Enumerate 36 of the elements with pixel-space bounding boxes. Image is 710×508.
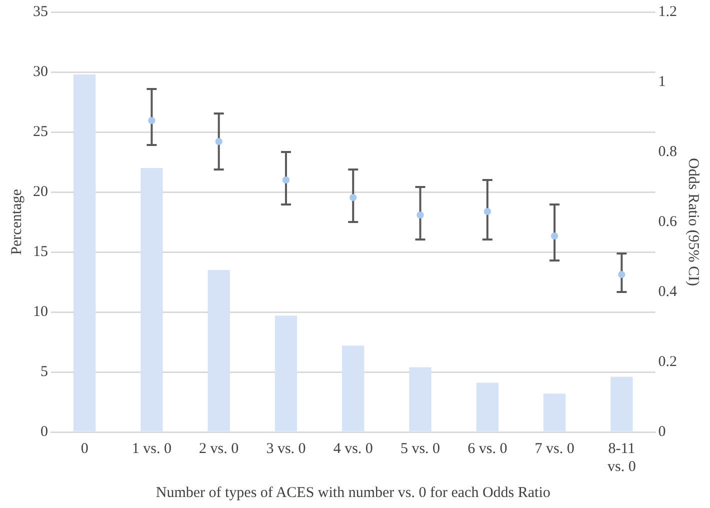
y-tick-label: 15 <box>33 244 48 260</box>
y2-tick-label: 0.6 <box>658 214 678 230</box>
bar <box>543 394 566 432</box>
y-tick-label: 30 <box>33 64 48 80</box>
y-tick-label: 0 <box>40 424 48 440</box>
bar <box>140 168 163 432</box>
bar <box>73 74 96 432</box>
bar <box>208 270 230 432</box>
y2-tick-label: 1.2 <box>658 4 677 20</box>
x-tick-label: 0 <box>80 440 88 457</box>
y2-tick-label: 0.2 <box>658 354 677 370</box>
x-tick-label: 4 vs. 0 <box>333 440 373 457</box>
bar <box>476 382 498 432</box>
bar <box>610 376 633 432</box>
bar <box>409 367 432 432</box>
x-tick-label: 6 vs. 0 <box>468 440 508 457</box>
y-tick-label: 10 <box>33 304 48 320</box>
y-tick-label: 25 <box>33 124 48 140</box>
y-axis-title: Percentage <box>8 188 25 255</box>
y-tick-label: 35 <box>33 4 48 20</box>
x-tick-label: 8-11 vs. 0 <box>608 440 636 475</box>
x-tick-label: 1 vs. 0 <box>132 440 172 457</box>
x-tick-label: 2 vs. 0 <box>199 440 239 457</box>
x-tick-label: 7 vs. 0 <box>534 440 574 457</box>
y2-tick-label: 0 <box>658 424 666 440</box>
y-tick-label: 5 <box>40 364 48 380</box>
y2-tick-label: 0.4 <box>658 284 678 300</box>
y2-tick-label: 0.8 <box>658 144 677 160</box>
x-tick-label: 5 vs. 0 <box>400 440 440 457</box>
x-tick-label: 3 vs. 0 <box>266 440 306 457</box>
y2-tick-label: 1 <box>658 74 666 90</box>
bar <box>274 316 298 432</box>
y-tick-label: 20 <box>33 184 48 200</box>
x-axis-title: Number of types of ACES with number vs. 0 for each Odds Ratio <box>156 484 550 501</box>
y2-axis-title: Odds Ratio (95% CI) <box>685 158 702 286</box>
bar <box>342 346 364 432</box>
